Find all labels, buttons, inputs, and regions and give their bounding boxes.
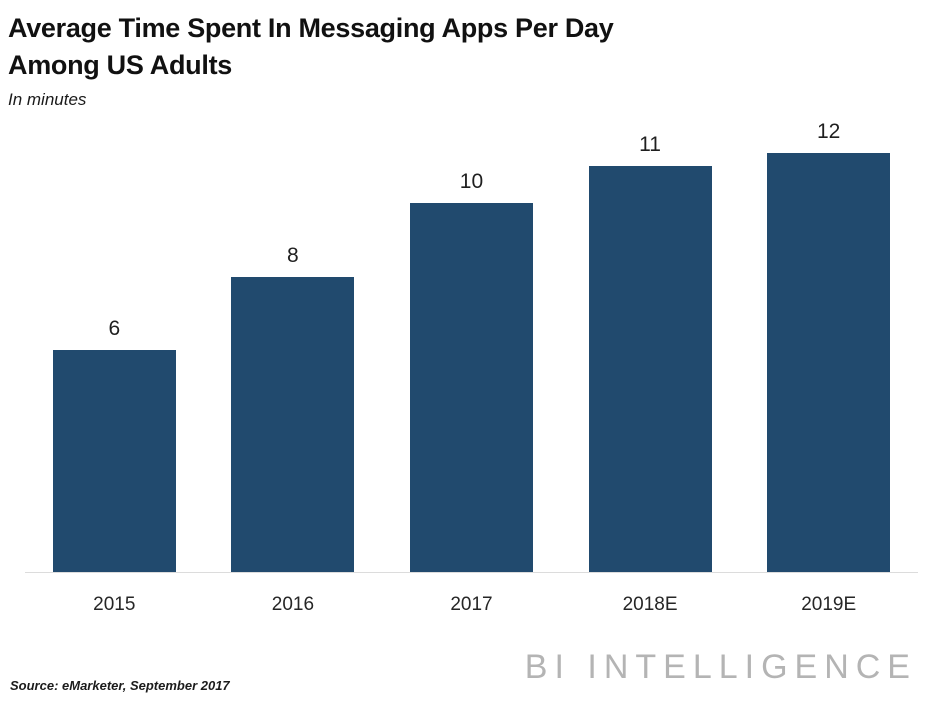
plot-area: 6 8 10 11 12 [25, 120, 918, 573]
source-note: Source: eMarketer, September 2017 [10, 678, 230, 693]
x-tick-label: 2016 [271, 594, 315, 615]
bar-column: 8 [204, 120, 383, 572]
bar-value-label: 10 [459, 170, 484, 193]
chart-title-line-1: Average Time Spent In Messaging Apps Per… [8, 13, 614, 43]
bar-value-label: 6 [108, 317, 121, 340]
bar-value-label: 8 [287, 244, 299, 267]
chart-header: Average Time Spent In Messaging Apps Per… [0, 0, 933, 110]
bar [52, 350, 176, 572]
x-tick-label: 2017 [450, 594, 493, 615]
bar-value-label: 12 [816, 120, 841, 143]
bar-value-label: 11 [639, 133, 661, 156]
bar [409, 203, 533, 572]
x-axis: 2015 2016 2017 2018E 2019E [25, 574, 918, 616]
bar [231, 277, 355, 572]
brand-logo: BI INTELLIGENCE [524, 648, 917, 686]
bar-column: 12 [739, 120, 918, 572]
bar [767, 153, 891, 572]
chart-title-line-2: Among US Adults [8, 50, 232, 80]
chart-subtitle: In minutes [8, 90, 87, 109]
x-tick-label: 2015 [93, 594, 136, 615]
bar-column: 11 [561, 120, 740, 572]
x-tick-label: 2018E [622, 594, 678, 615]
x-tick-label: 2019E [801, 594, 857, 615]
bar [588, 166, 712, 572]
bar-column: 6 [25, 120, 204, 572]
bar-column: 10 [382, 120, 561, 572]
